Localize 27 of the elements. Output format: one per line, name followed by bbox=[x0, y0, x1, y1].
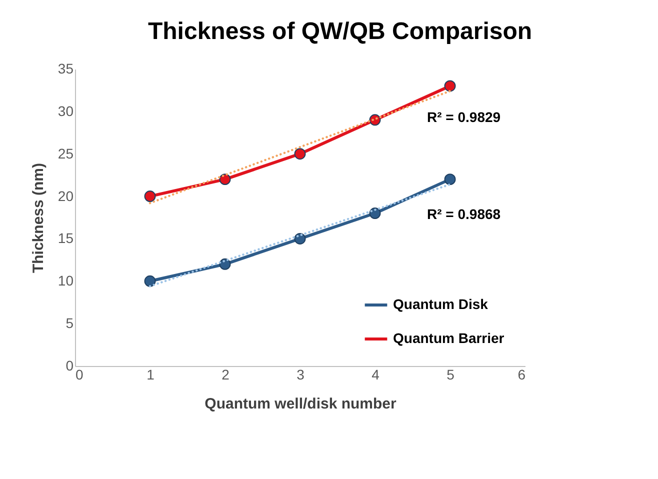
x-tick-label: 1 bbox=[146, 366, 155, 382]
y-tick-label: 25 bbox=[58, 145, 74, 162]
y-tick-label: 30 bbox=[58, 102, 74, 119]
x-tick-label: 6 bbox=[518, 366, 526, 382]
point bbox=[444, 80, 456, 92]
point bbox=[294, 232, 306, 244]
point bbox=[144, 275, 156, 287]
legend-label: Quantum Barrier bbox=[393, 330, 505, 346]
point bbox=[144, 190, 156, 202]
y-tick-label: 35 bbox=[58, 60, 74, 76]
y-axis-title: Thickness (nm) bbox=[30, 162, 47, 274]
y-tick-label: 5 bbox=[66, 315, 74, 332]
annotation: R² = 0.9829 bbox=[427, 109, 501, 125]
legend-label: Quantum Disk bbox=[393, 296, 488, 312]
point bbox=[219, 174, 231, 186]
x-tick-label: 4 bbox=[372, 366, 380, 382]
x-tick-label: 2 bbox=[222, 366, 230, 382]
annotation: R² = 0.9868 bbox=[427, 206, 501, 222]
point bbox=[444, 174, 456, 186]
x-tick-label: 5 bbox=[446, 366, 455, 382]
point bbox=[294, 148, 306, 160]
chart-title: Thickness of QW/QB Comparison bbox=[148, 18, 532, 45]
y-tick-label: 20 bbox=[58, 188, 74, 204]
x-axis-title: Quantum well/disk number bbox=[204, 396, 397, 412]
x-tick-label: 3 bbox=[296, 366, 305, 382]
y-tick-label: 15 bbox=[58, 230, 74, 246]
y-tick-label: 10 bbox=[58, 272, 74, 289]
